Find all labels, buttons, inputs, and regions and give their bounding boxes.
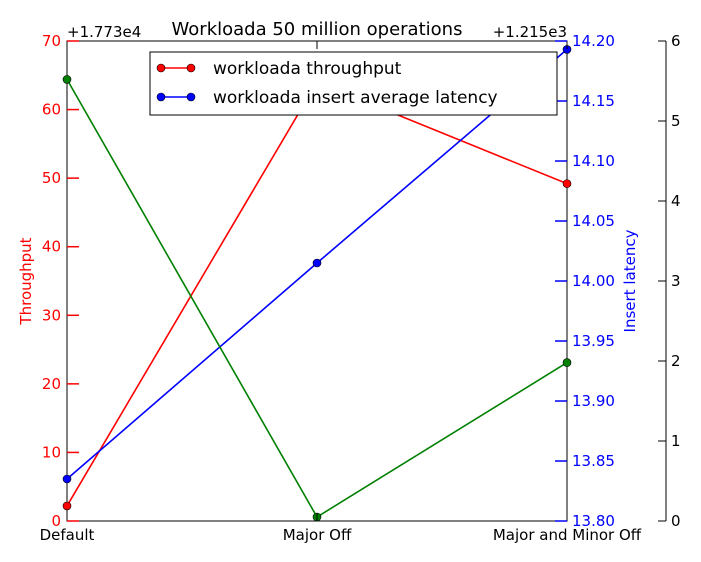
- series-point-0: [62, 501, 72, 511]
- left-tick-label: 40: [42, 238, 61, 256]
- right1-tick-label: 13.95: [572, 332, 615, 350]
- x-tick-label: Major and Minor Off: [493, 526, 642, 544]
- right2-tick-label: 1: [671, 432, 681, 450]
- right1-tick-label: 14.00: [572, 272, 615, 290]
- left-axis-label: Throughput: [17, 237, 35, 325]
- legend-marker: [186, 63, 196, 73]
- left-axis-offset: +1.773e4: [67, 23, 141, 41]
- series-point-0: [562, 179, 572, 188]
- legend-label: workloada throughput: [213, 59, 402, 79]
- right1-tick-label: 14.05: [572, 212, 615, 230]
- right1-tick-label: 14.15: [572, 92, 615, 110]
- left-tick-label: 60: [42, 101, 61, 119]
- series-point-2: [562, 358, 572, 367]
- right2-tick-label: 5: [671, 112, 681, 130]
- series-point-1: [62, 474, 72, 484]
- x-tick-label: Default: [40, 526, 95, 544]
- right1-tick-label: 13.85: [572, 452, 615, 470]
- left-tick-label: 10: [42, 443, 61, 461]
- right1-tick-label: 14.20: [572, 32, 615, 50]
- left-tick-label: 30: [42, 306, 61, 324]
- right2-tick-label: 6: [671, 32, 681, 50]
- left-tick-label: 20: [42, 375, 61, 393]
- right2-tick-label: 2: [671, 352, 681, 370]
- left-tick-label: 70: [42, 32, 61, 50]
- left-tick-label: 0: [51, 512, 61, 530]
- axes-layer: Default Major Off Major and Minor Off01020…: [40, 32, 681, 544]
- legend-label: workloada insert average latency: [213, 88, 498, 108]
- right-axis-label: Insert latency: [621, 229, 639, 332]
- legend-box: [149, 51, 558, 116]
- right1-tick-label: 13.80: [572, 512, 615, 530]
- legend-marker: [186, 92, 196, 102]
- right2-tick-label: 4: [671, 192, 681, 210]
- right-axis-offset: +1.215e3: [493, 23, 567, 41]
- legend: workloada throughput workloada insert ave…: [149, 51, 558, 116]
- legend-marker: [156, 92, 166, 102]
- legend-marker: [156, 63, 166, 73]
- right1-tick-label: 14.10: [572, 152, 615, 170]
- x-tick-label: Major Off: [283, 526, 352, 544]
- right1-tick-label: 13.90: [572, 392, 615, 410]
- left-tick-label: 50: [42, 169, 61, 187]
- series-point-1: [312, 258, 322, 268]
- series-point-2: [62, 75, 72, 84]
- right2-tick-label: 0: [671, 512, 681, 530]
- right2-tick-label: 3: [671, 272, 681, 290]
- chart-title: Workloada 50 million operations: [172, 19, 463, 40]
